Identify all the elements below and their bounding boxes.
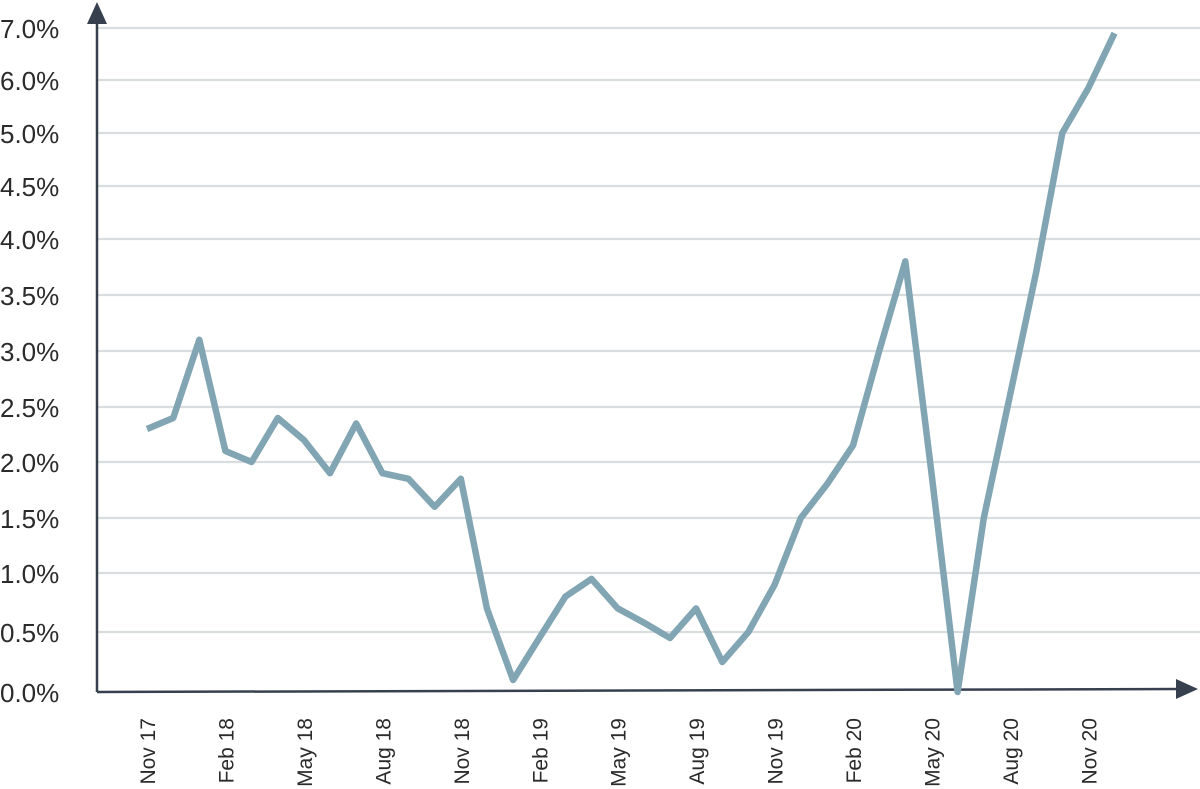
series-line [145, 31, 1118, 696]
y-tick-label: 2.0% [0, 448, 59, 478]
series-group [145, 31, 1118, 696]
y-tick-label: 0.0% [0, 678, 59, 708]
y-tick-label: 5.0% [0, 119, 59, 149]
y-tick-label: 2.5% [0, 393, 59, 423]
y-tick-label: 4.5% [0, 172, 59, 202]
x-tick-label: Aug 18 [372, 718, 395, 785]
x-tick-label: Nov 19 [765, 718, 788, 785]
x-tick-label: Nov 18 [451, 718, 474, 785]
x-tick-label: Feb 20 [843, 718, 866, 783]
x-axis-arrow [1176, 679, 1198, 699]
y-tick-label: 4.0% [0, 225, 59, 255]
axes [87, 2, 1198, 699]
y-tick-label: 1.0% [0, 559, 59, 589]
x-tick-label: Nov 20 [1078, 718, 1101, 785]
x-tick-label: Nov 17 [137, 718, 160, 785]
x-tick-label: Aug 20 [1000, 718, 1023, 785]
y-tick-label: 0.5% [0, 618, 59, 648]
x-axis-line [96, 687, 1179, 694]
x-tick-label: May 19 [608, 718, 631, 787]
x-tick-label: Aug 19 [686, 718, 709, 785]
y-tick-label: 3.5% [0, 281, 59, 311]
x-tick-label: Feb 19 [529, 718, 552, 783]
x-tick-label: Feb 18 [215, 718, 238, 783]
gridlines [97, 26, 1200, 634]
x-tick-label: May 18 [294, 718, 317, 787]
y-axis-tick-labels: 0.0% 0.5% 1.0% 1.5% 2.0% 2.5% 3.0% 3.5% 4.0% 4.5%… [0, 14, 59, 708]
x-axis-tick-labels: Nov 17 Feb 18 May 18 Aug 18 Nov 18 Feb 19 May … [137, 718, 1101, 787]
x-tick-label: May 20 [922, 718, 945, 787]
y-tick-label: 6.0% [0, 66, 59, 96]
y-tick-label: 1.5% [0, 504, 59, 534]
y-tick-label: 3.0% [0, 337, 59, 367]
y-tick-label: 7.0% [0, 14, 59, 44]
y-axis-arrow [87, 2, 107, 24]
